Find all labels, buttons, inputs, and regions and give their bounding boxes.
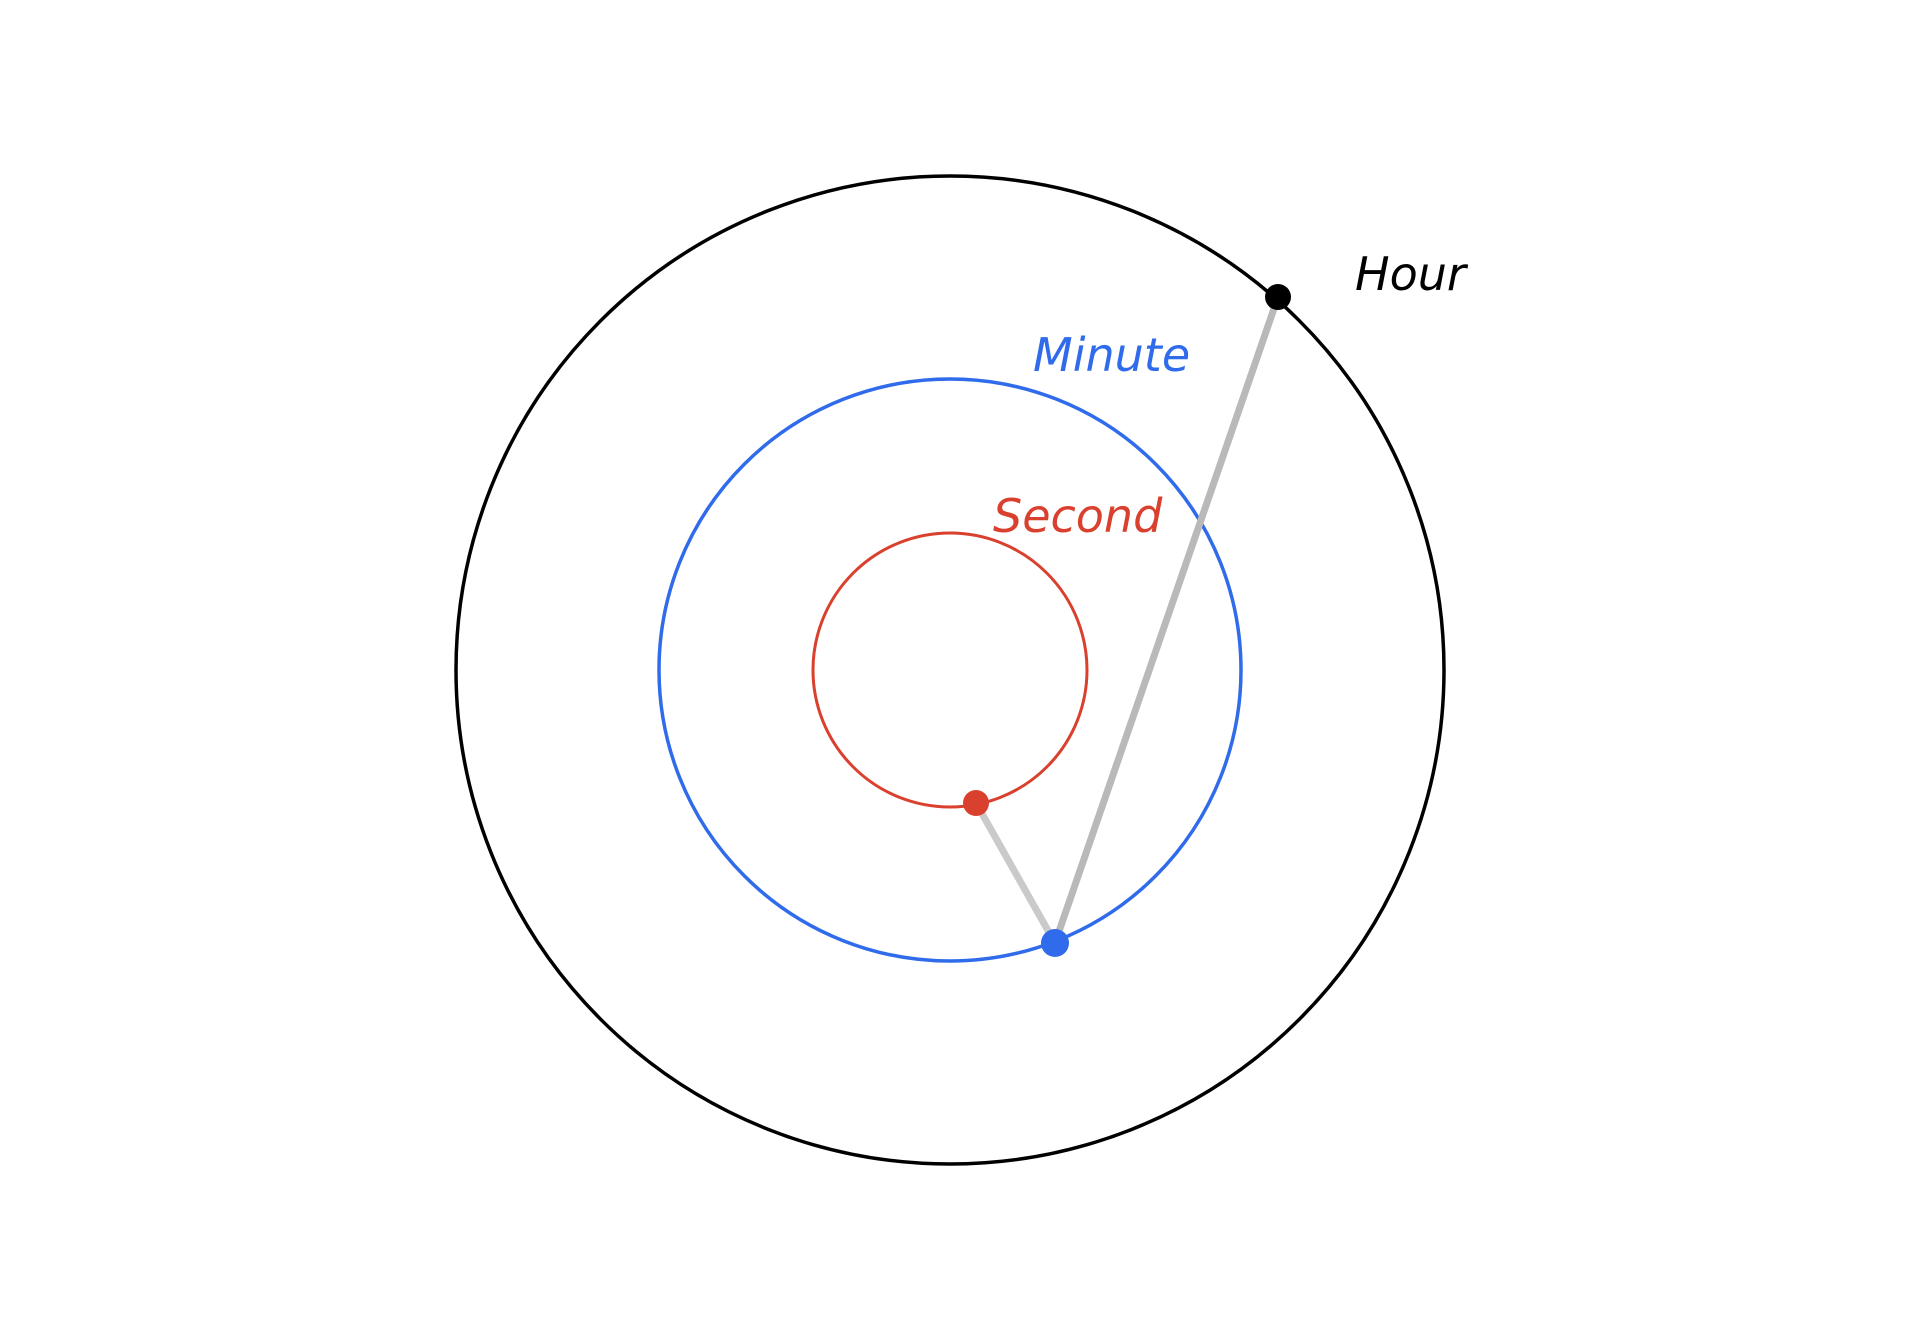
minute-orbit [657, 377, 1243, 963]
second-label: Second [993, 489, 1163, 543]
hour-label: Hour [1355, 247, 1469, 301]
minute-label: Minute [1033, 328, 1190, 382]
second-joint [963, 790, 989, 816]
minute-to-hour-arm [1051, 293, 1282, 947]
minute-joint [1041, 929, 1069, 957]
second-to-minute-arm [972, 799, 1059, 947]
second-orbit [811, 531, 1089, 809]
hour-joint [1265, 284, 1291, 310]
hour-orbit [454, 174, 1446, 1166]
